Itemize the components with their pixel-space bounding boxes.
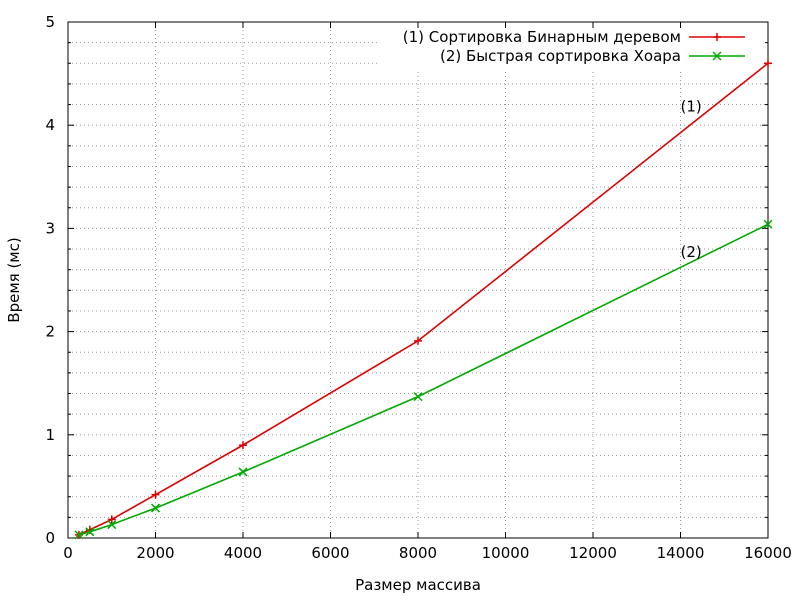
annotations: (1) (2) [681,98,702,262]
y-tick-label: 2 [45,323,55,341]
annotation-2: (2) [681,243,702,261]
series-2-point [107,520,117,530]
x-tick-label: 12000 [569,544,617,562]
x-tick-label: 16000 [744,544,792,562]
x-axis-label: Размер массива [355,576,481,594]
y-tick-label: 5 [45,13,55,31]
x-tick-label: 6000 [311,544,349,562]
x-tick-label: 0 [63,544,73,562]
series-1 [74,59,772,539]
series-2-line [78,223,769,536]
x-tick-label: 2000 [136,544,174,562]
series-2-point [150,503,161,513]
legend-label-1: (1) Сортировка Бинарным деревом [403,28,681,46]
x-tick-label: 4000 [224,544,262,562]
y-tick-label: 3 [45,219,55,237]
ticks: 0 2000 4000 6000 8000 10000 12000 14000 16000 0 1 2… [45,13,791,562]
y-axis-label: Время (мс) [5,237,23,322]
x-tick-label: 14000 [657,544,705,562]
series-2 [74,219,773,540]
series-1-line [78,62,769,536]
x-tick-label: 10000 [482,544,530,562]
legend: (1) Сортировка Бинарным деревом(2) Быстр… [403,28,745,65]
series-2-point [85,527,95,537]
y-tick-label: 0 [45,529,55,547]
series [74,59,773,540]
series-2-point [763,219,773,229]
series-2-point [238,467,248,477]
series-2-point [413,392,423,402]
legend-marker-2 [712,51,722,61]
series-2-point [74,530,84,540]
y-tick-label: 1 [45,426,55,444]
legend-label-2: (2) Быстрая сортировка Хоара [440,47,681,65]
y-tick-label: 4 [45,116,55,134]
x-tick-label: 8000 [399,544,437,562]
annotation-1: (1) [681,98,702,116]
grid [68,22,768,538]
